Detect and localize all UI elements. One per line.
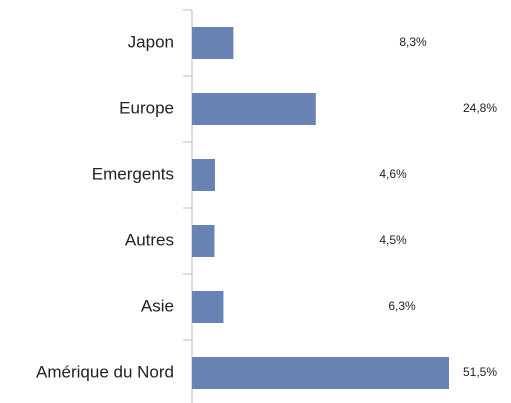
bar <box>192 357 449 389</box>
data-label: 8,3% <box>399 35 427 49</box>
bar <box>192 225 215 257</box>
bar <box>192 291 224 323</box>
data-label: 4,6% <box>379 167 407 181</box>
y-tick-label: Asie <box>141 296 174 315</box>
y-tick-label: Europe <box>119 98 174 117</box>
y-tick-label: Emergents <box>92 164 174 183</box>
y-tick-label: Japon <box>128 32 174 51</box>
data-label: 24,8% <box>463 101 497 115</box>
bar <box>192 159 215 191</box>
bar <box>192 93 316 125</box>
data-label: 6,3% <box>388 299 416 313</box>
data-label: 51,5% <box>463 365 497 379</box>
y-tick-label: Amérique du Nord <box>36 362 174 381</box>
bar <box>192 27 234 59</box>
y-tick-label: Autres <box>125 230 174 249</box>
data-label: 4,5% <box>379 233 407 247</box>
